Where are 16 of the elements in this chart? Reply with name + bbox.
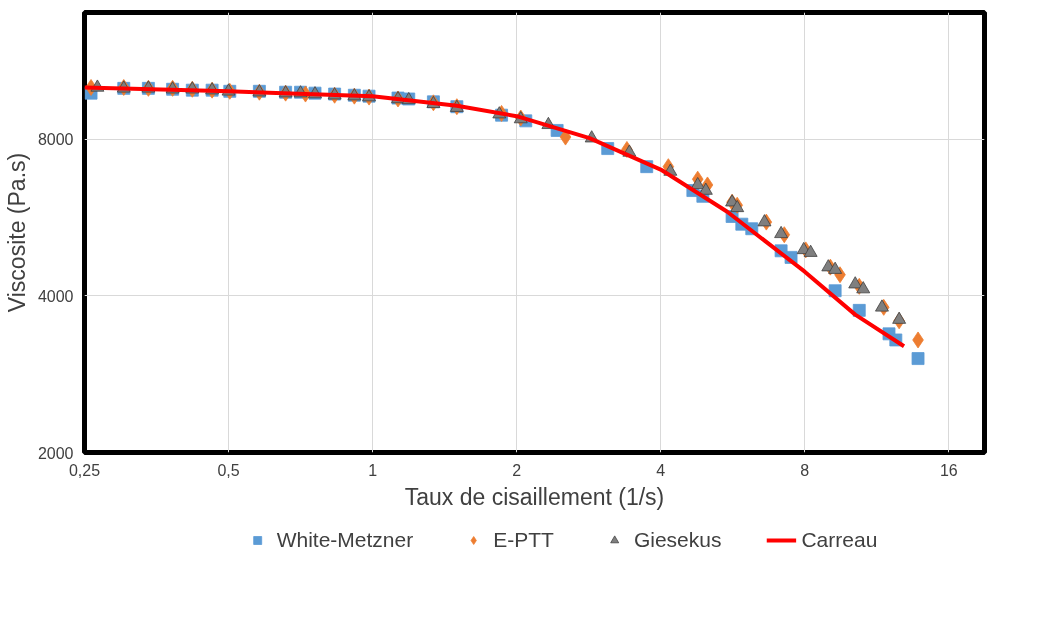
x-tick-label: 0,5 [217, 461, 240, 479]
x-tick-label: 1 [368, 461, 378, 479]
y-tick-label: 4000 [37, 287, 74, 305]
x-tick-label: 8 [800, 461, 810, 479]
x-axis-title: Taux de cisaillement (1/s) [404, 483, 665, 510]
legend-label: White-Metzner [276, 527, 414, 552]
x-tick-label: 0,25 [68, 461, 101, 479]
legend-label: Carreau [801, 527, 878, 552]
x-tick-label: 4 [656, 461, 666, 479]
x-tick-label: 16 [939, 461, 958, 479]
x-tick-label: 2 [512, 461, 522, 479]
y-axis-title: Viscosite (Pa.s) [3, 152, 30, 313]
legend-label: Giesekus [633, 527, 722, 552]
y-tick-label: 8000 [37, 131, 74, 149]
y-tick-label: 2000 [37, 444, 74, 462]
legend-label: E-PTT [493, 527, 554, 552]
